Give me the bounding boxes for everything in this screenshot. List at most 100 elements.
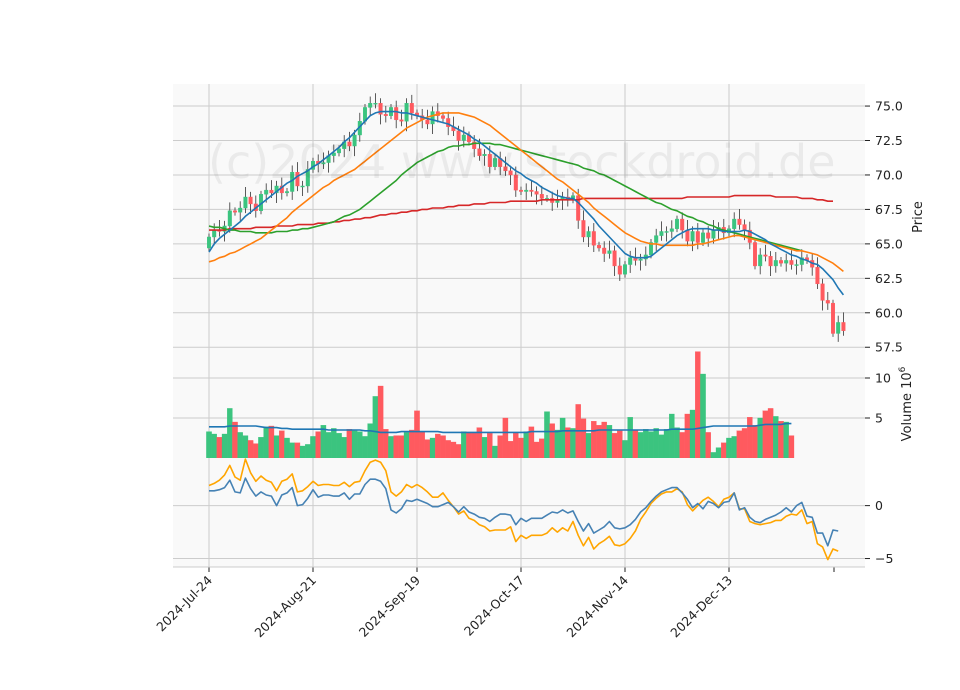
oscillator-ytick-label-1: 0 <box>875 498 883 513</box>
ma-line-long <box>208 142 803 252</box>
volume-bar-99 <box>721 442 727 459</box>
volume-bar-86 <box>653 428 659 459</box>
volume-bar-30 <box>362 436 368 459</box>
candles <box>206 93 846 342</box>
price-ytick-label-7: 75.0 <box>875 99 903 114</box>
volume-bar-29 <box>357 431 363 459</box>
volume-bar-74 <box>591 421 597 459</box>
volume-bar-105 <box>752 425 758 459</box>
volume-bar-80 <box>622 440 628 459</box>
candle-body-111 <box>784 260 789 264</box>
volume-bar-42 <box>424 439 431 459</box>
candle-body-113 <box>794 264 799 266</box>
volume-bar-81 <box>627 417 633 459</box>
volume-bar-31 <box>367 423 373 459</box>
candle-body-121 <box>836 322 841 334</box>
ma-line-mid <box>208 112 844 273</box>
candle-body-55 <box>493 158 498 167</box>
volume-bar-38 <box>403 432 410 459</box>
volume-bar-59 <box>513 432 519 459</box>
volume-bar-107 <box>762 410 769 459</box>
volume-bar-88 <box>663 429 670 459</box>
candle-body-60 <box>519 189 524 192</box>
volume-bar-90 <box>674 427 680 459</box>
volume-bar-23 <box>325 432 332 459</box>
volume-bar-34 <box>383 429 389 459</box>
candle-body-7 <box>243 196 248 209</box>
volume-bar-17 <box>294 442 301 459</box>
volume-bar-100 <box>726 437 732 459</box>
candle-body-119 <box>825 300 830 304</box>
volume-bar-106 <box>757 417 763 459</box>
volume-bar-35 <box>388 436 394 459</box>
volume-bar-60 <box>518 437 524 459</box>
volume-bar-72 <box>580 418 587 459</box>
volume-bar-66 <box>549 423 555 459</box>
candle-body-73 <box>586 231 591 238</box>
volume-bar-104 <box>747 417 753 459</box>
candle-body-86 <box>654 235 659 243</box>
volume-bar-51 <box>471 432 477 459</box>
volume-bar-55 <box>492 445 498 459</box>
volume-bar-102 <box>736 430 743 459</box>
x-tick-label-5: 2024-Dec-13 <box>667 573 735 641</box>
candle-body-102 <box>737 218 742 225</box>
candle-body-97 <box>711 229 716 239</box>
volume-bar-83 <box>637 432 644 459</box>
candle-body-24 <box>331 152 336 156</box>
volume-ma-line <box>209 422 792 434</box>
oscillator-panel: −5 0 <box>173 458 893 567</box>
candle-body-62 <box>529 189 534 192</box>
candle-body-51 <box>472 141 477 149</box>
volume-bar-10 <box>258 437 264 459</box>
candle-body-1 <box>212 229 217 238</box>
volume-bar-65 <box>544 411 550 459</box>
candle-body-95 <box>701 232 706 243</box>
candle-body-6 <box>238 207 243 213</box>
volume-bar-108 <box>767 408 774 459</box>
candle-body-53 <box>482 154 487 156</box>
volume-bar-95 <box>700 373 706 459</box>
candle-body-0 <box>206 236 211 249</box>
candle-body-108 <box>768 256 773 267</box>
candle-body-32 <box>373 103 378 105</box>
candle-body-5 <box>232 210 237 213</box>
volume-bar-68 <box>559 417 566 459</box>
candle-body-105 <box>753 242 758 267</box>
candle-body-103 <box>742 224 747 231</box>
volume-bar-16 <box>289 442 295 459</box>
volume-bar-20 <box>310 436 316 459</box>
price-axis-title: Price <box>911 201 926 233</box>
candle-body-39 <box>409 103 414 114</box>
candle-body-117 <box>815 267 820 285</box>
volume-bar-14 <box>279 430 285 459</box>
volume-bar-110 <box>778 421 784 459</box>
oscillator-background <box>173 458 865 567</box>
volume-bar-7 <box>242 435 249 459</box>
volume-bar-37 <box>398 435 405 459</box>
volume-bar-78 <box>611 433 618 459</box>
volume-bar-82 <box>632 429 639 459</box>
volume-bar-101 <box>731 436 737 459</box>
candle-body-91 <box>680 218 685 231</box>
candle-body-11 <box>264 189 269 195</box>
volume-bar-12 <box>268 425 275 459</box>
candle-body-15 <box>285 191 290 194</box>
x-tick-label-2: 2024-Sep-19 <box>356 572 423 639</box>
volume-bar-49 <box>461 431 467 459</box>
volume-panel: 5 10 Volume 106 <box>173 350 915 459</box>
candle-body-80 <box>623 264 628 275</box>
volume-bar-97 <box>710 452 717 459</box>
volume-bar-91 <box>679 432 685 459</box>
volume-bar-6 <box>237 432 243 459</box>
volume-bar-50 <box>466 432 472 459</box>
candle-body-46 <box>446 118 451 127</box>
volume-bar-109 <box>773 416 779 459</box>
candle-body-58 <box>508 170 513 176</box>
volume-bar-28 <box>351 430 358 459</box>
volume-bar-76 <box>601 421 607 459</box>
candle-body-114 <box>799 257 804 265</box>
volume-bar-3 <box>221 433 228 459</box>
volume-bar-69 <box>565 427 571 459</box>
price-ytick-label-1: 60.0 <box>875 305 903 320</box>
